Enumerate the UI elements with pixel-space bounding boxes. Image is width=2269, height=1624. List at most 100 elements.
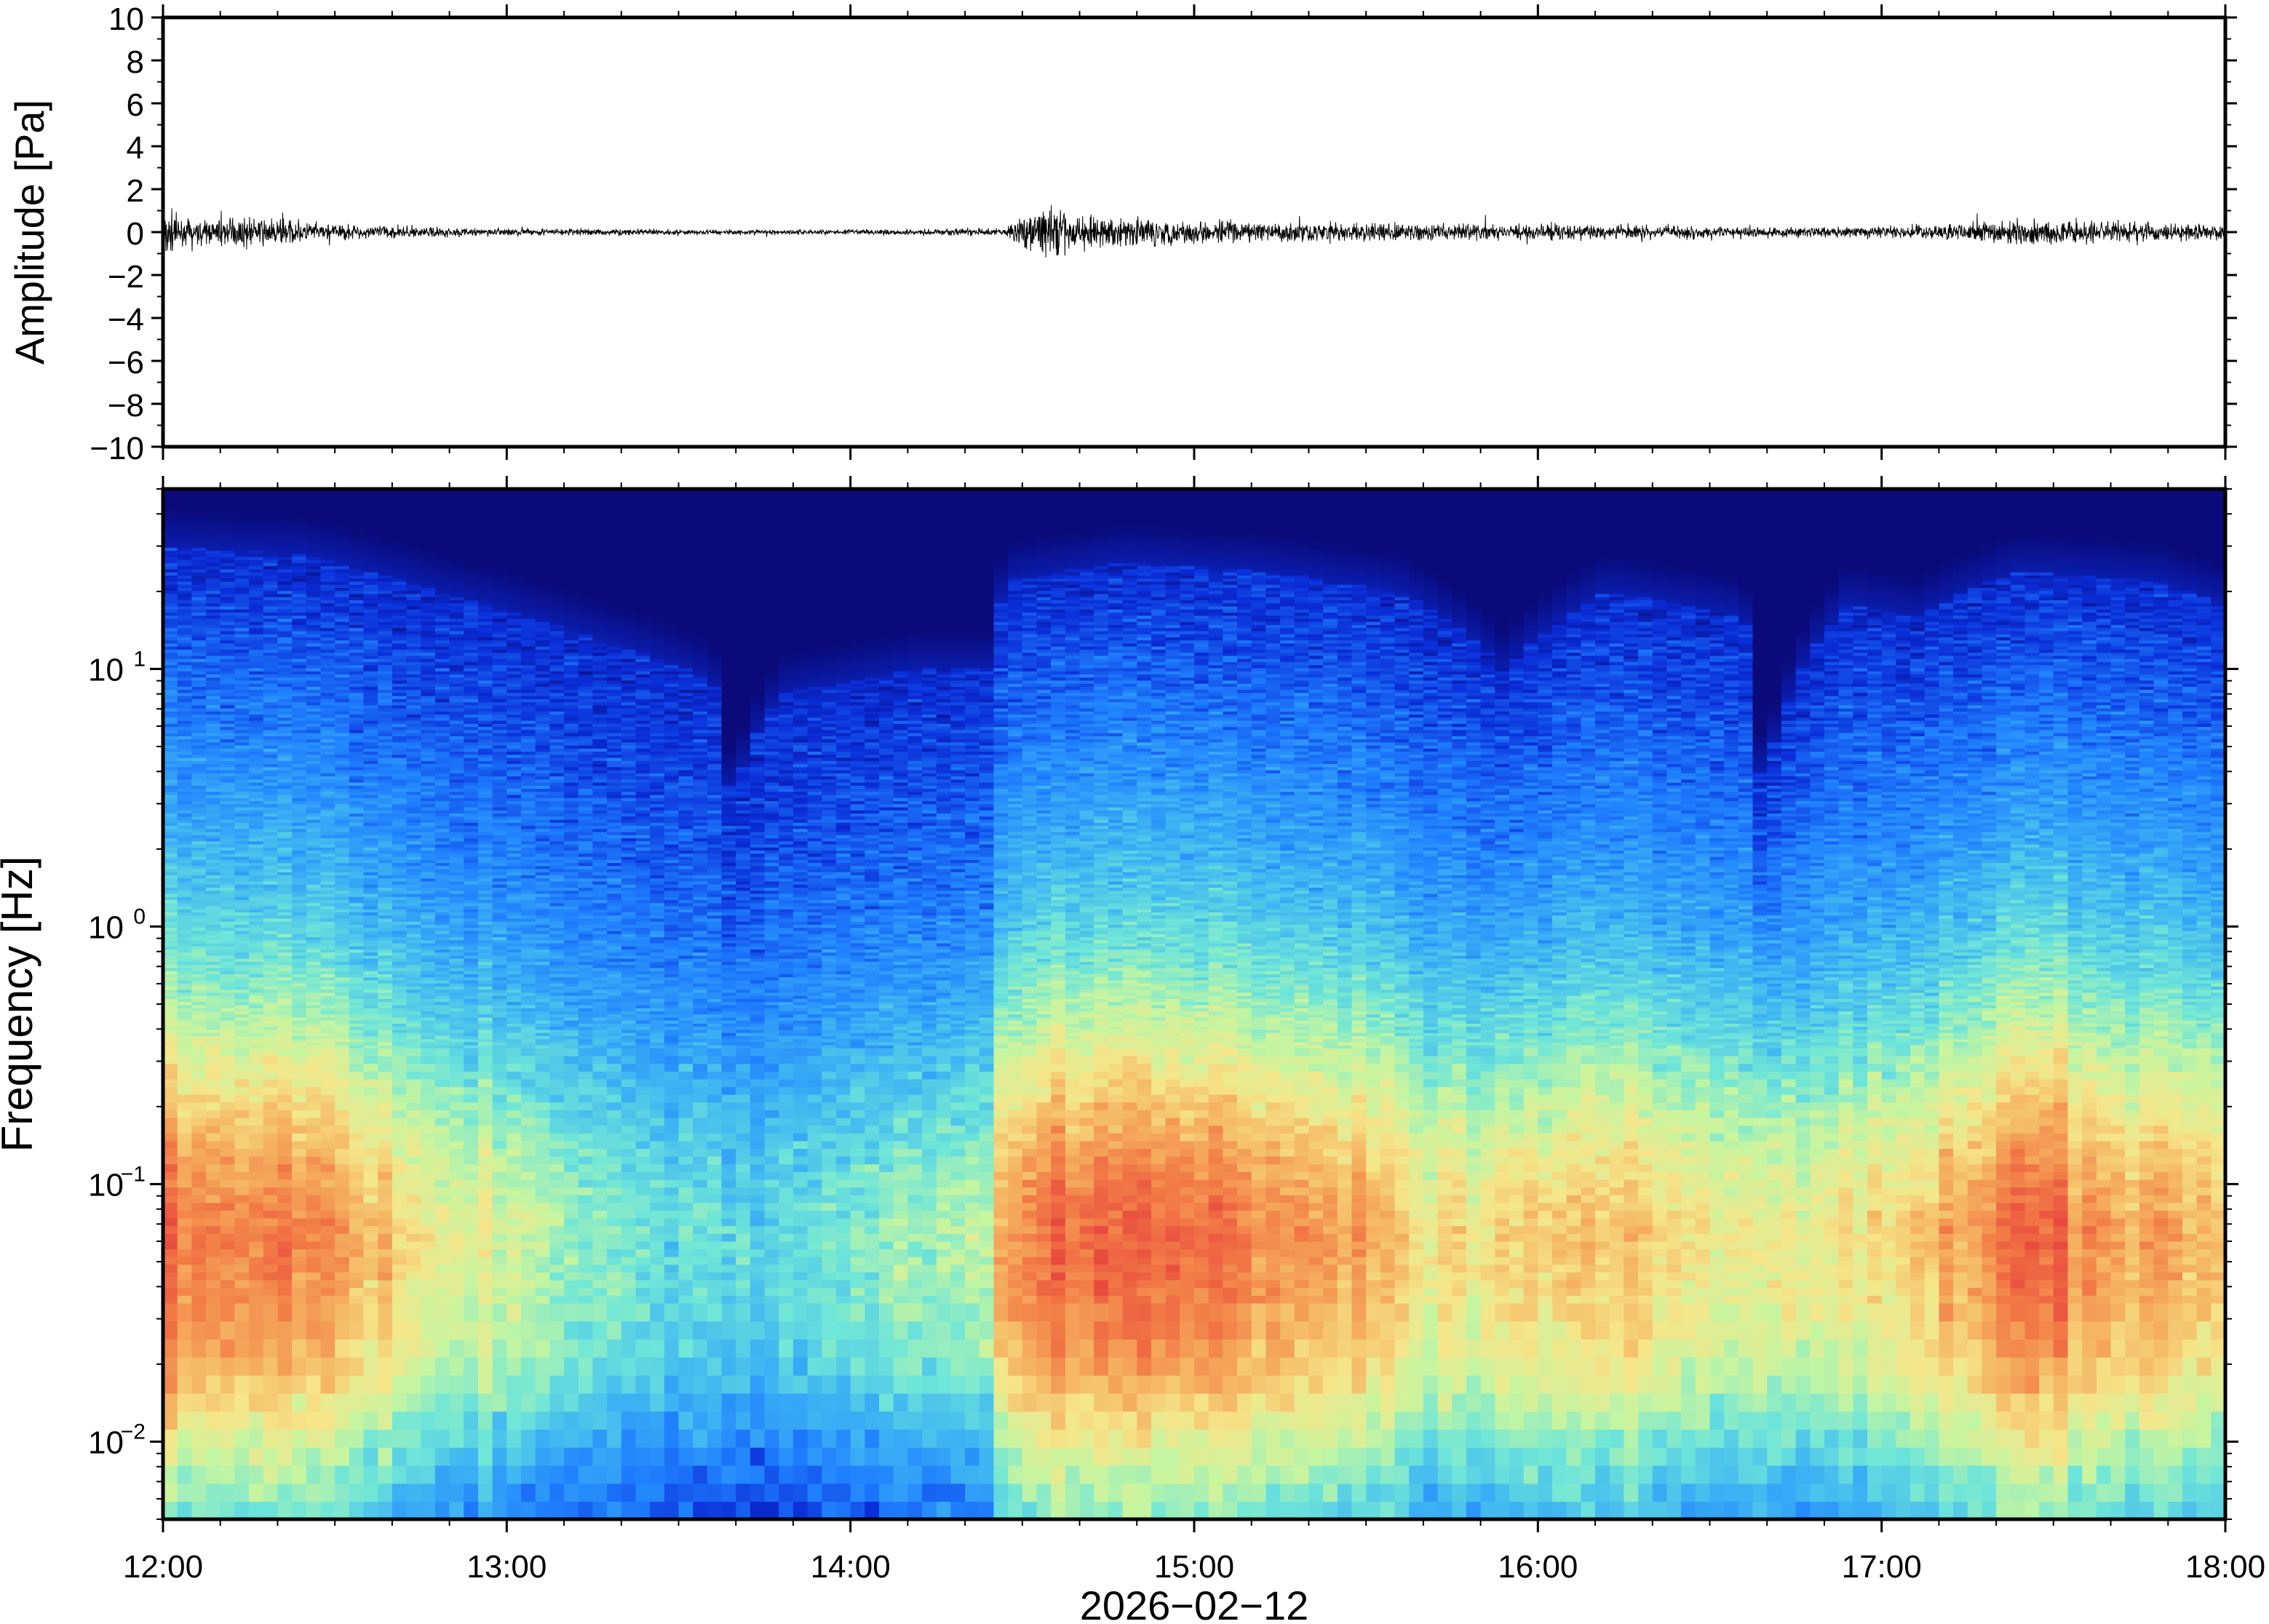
spectrogram-cell bbox=[449, 581, 465, 585]
spectrogram-cell bbox=[306, 1195, 322, 1203]
spectrogram-cell bbox=[378, 642, 393, 647]
spectrogram-cell bbox=[306, 568, 322, 573]
spectrogram-cell bbox=[378, 1155, 393, 1165]
spectrogram-cell bbox=[234, 572, 250, 576]
spectrogram-cell bbox=[234, 1008, 250, 1011]
spectrogram-cell bbox=[421, 528, 436, 533]
spectrogram-cell bbox=[349, 964, 365, 968]
spectrogram-cell bbox=[220, 835, 236, 839]
spectrogram-cell bbox=[306, 1233, 322, 1242]
spectrogram-cell bbox=[191, 776, 207, 780]
spectrogram-cell bbox=[292, 655, 307, 659]
spectrogram-cell bbox=[406, 1086, 422, 1095]
spectrogram-cell bbox=[434, 605, 450, 610]
spectrogram-cell bbox=[363, 612, 378, 616]
spectrogram-cell bbox=[434, 769, 450, 773]
spectrogram-cell bbox=[249, 1429, 264, 1448]
spectrogram-cell bbox=[335, 578, 350, 582]
spectrogram-cell bbox=[191, 1071, 207, 1080]
spectrogram-cell bbox=[421, 572, 436, 576]
spectrogram-cell bbox=[177, 630, 193, 634]
spectrogram-cell bbox=[335, 1016, 350, 1021]
spectrogram-cell bbox=[349, 949, 365, 953]
spectrogram-cell bbox=[363, 884, 378, 888]
spectrogram-cell bbox=[320, 1110, 335, 1118]
spectrogram-cell bbox=[449, 560, 465, 563]
spectrogram-cell bbox=[378, 649, 393, 653]
spectrogram-cell bbox=[434, 794, 450, 798]
spectrogram-cell bbox=[406, 921, 422, 925]
spectrogram-cell bbox=[177, 1133, 193, 1142]
spectrogram-cell bbox=[177, 562, 193, 567]
spectrogram-cell bbox=[220, 1483, 236, 1502]
spectrogram-cell bbox=[320, 875, 335, 879]
spectrogram-cell bbox=[306, 915, 322, 919]
spectrogram-cell bbox=[263, 522, 279, 526]
spectrogram-cell bbox=[234, 880, 250, 885]
spectrogram-cell bbox=[177, 503, 193, 508]
spectrogram-cell bbox=[191, 670, 207, 674]
spectrogram-cell bbox=[434, 503, 450, 508]
spectrogram-cell bbox=[363, 776, 378, 780]
spectrogram-cell bbox=[220, 769, 236, 773]
spectrogram-cell bbox=[277, 1483, 293, 1502]
spectrogram-cell bbox=[335, 1071, 350, 1080]
spectrogram-cell bbox=[421, 850, 436, 854]
spectrogram-cell bbox=[177, 967, 193, 971]
spectrogram-cell bbox=[292, 1171, 307, 1180]
spectrogram-cell bbox=[191, 1004, 207, 1008]
spectrogram-cell bbox=[392, 522, 408, 526]
spectrogram-cell bbox=[277, 800, 293, 805]
spectrogram-cell bbox=[421, 652, 436, 656]
spectrogram-cell bbox=[249, 1155, 264, 1165]
spectrogram-cell bbox=[206, 773, 221, 777]
spectrogram-cell bbox=[406, 744, 422, 749]
spectrogram-cell bbox=[177, 645, 193, 650]
spectrogram-cell bbox=[249, 711, 264, 715]
spectrogram-cell bbox=[306, 516, 322, 520]
spectrogram-cell bbox=[191, 572, 207, 576]
spectrogram-cell bbox=[306, 587, 322, 592]
spectrogram-cell bbox=[421, 893, 436, 897]
spectrogram-cell bbox=[464, 989, 479, 993]
spectrogram-cell bbox=[349, 714, 365, 718]
spectrogram-cell bbox=[206, 612, 221, 616]
spectrogram-cell bbox=[434, 853, 450, 857]
spectrogram-cell bbox=[206, 912, 221, 916]
spectrogram-cell bbox=[306, 1044, 322, 1048]
spectrogram-cell bbox=[249, 890, 264, 894]
spectrogram-cell bbox=[320, 890, 335, 894]
spectrogram-cell bbox=[464, 909, 479, 912]
spectrogram-cell bbox=[191, 525, 207, 530]
spectrogram-cell bbox=[191, 1117, 207, 1126]
spectrogram-cell bbox=[163, 989, 178, 993]
spectrogram-cell bbox=[177, 1357, 193, 1376]
spectrogram-cell bbox=[392, 501, 408, 505]
spectrogram-cell bbox=[421, 800, 436, 805]
spectrogram-cell bbox=[335, 1357, 350, 1376]
spectrogram-cell bbox=[292, 1048, 307, 1056]
spectrogram-cell bbox=[234, 1117, 250, 1126]
spectrogram-cell bbox=[163, 736, 178, 740]
spectrogram-cell bbox=[263, 642, 279, 647]
spectrogram-cell bbox=[249, 1241, 264, 1250]
spectrogram-cell bbox=[234, 989, 250, 993]
spectrogram-cell bbox=[378, 1241, 393, 1250]
spectrogram-cell bbox=[220, 766, 236, 771]
spectrogram-cell bbox=[263, 890, 279, 894]
spectrogram-cell bbox=[421, 1044, 436, 1048]
spectrogram-cell bbox=[421, 803, 436, 808]
spectrogram-cell bbox=[292, 961, 307, 966]
spectrogram-cell bbox=[292, 822, 307, 827]
spectrogram-cell bbox=[434, 803, 450, 808]
spectrogram-cell bbox=[320, 930, 335, 934]
spectrogram-cell bbox=[392, 1041, 408, 1046]
spectrogram-cell bbox=[392, 513, 408, 517]
spectrogram-cell bbox=[292, 865, 307, 869]
spectrogram-cell bbox=[363, 979, 378, 984]
spectrogram-cell bbox=[349, 1179, 365, 1188]
spectrogram-cell bbox=[434, 843, 450, 848]
spectrogram-cell bbox=[378, 766, 393, 771]
spectrogram-cell bbox=[306, 615, 322, 619]
spectrogram-cell bbox=[163, 1019, 178, 1024]
